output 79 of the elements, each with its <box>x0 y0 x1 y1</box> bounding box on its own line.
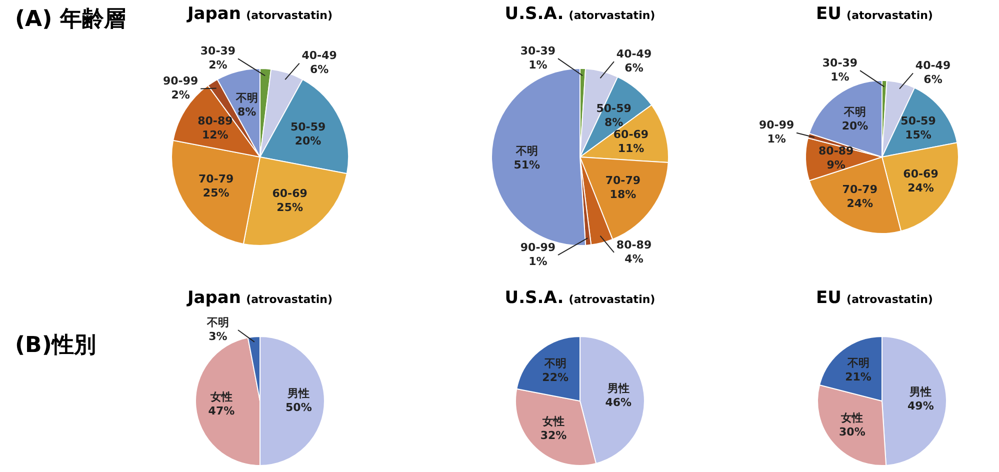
slice-label: 50-59 <box>290 120 326 134</box>
slice-label: 50-59 <box>900 114 936 128</box>
data-label: 1% <box>767 132 786 146</box>
slice-label: 不明 <box>543 357 566 370</box>
slice-label: 不明 <box>843 106 866 119</box>
chart-subtitle: (atrovastatin) <box>568 293 656 306</box>
data-label: 1% <box>528 58 548 72</box>
chart-subtitle: (atrovastatin) <box>246 293 333 306</box>
slice-label: 60-69 <box>613 128 649 142</box>
data-label: 30% <box>839 426 866 439</box>
data-label: 24% <box>908 181 934 194</box>
data-label: 11% <box>618 142 644 156</box>
slice-label: 30-39 <box>520 44 556 58</box>
data-label: 1% <box>830 70 850 84</box>
data-label: 50% <box>286 400 312 414</box>
chart-subtitle: (atrovastatin) <box>846 293 933 306</box>
slice-label: 40-49 <box>915 59 951 72</box>
data-label: 47% <box>208 404 235 418</box>
text: (A) 年齢層 <box>15 6 126 34</box>
data-label: 6% <box>624 61 644 74</box>
data-label: 24% <box>846 197 874 210</box>
data-label: 2% <box>208 58 228 72</box>
slice-label: 80-89 <box>616 238 652 252</box>
chart-title: EU <box>816 4 842 24</box>
data-label: 49% <box>908 400 934 413</box>
chart-title: EU <box>816 288 842 308</box>
data-label: 3% <box>208 330 228 343</box>
data-label: 20% <box>294 134 322 148</box>
data-label: 8% <box>237 105 256 118</box>
data-label: 4% <box>624 252 644 266</box>
slice-label: 不明 <box>234 91 258 104</box>
data-label: 12% <box>202 128 228 142</box>
chart-title: Japan <box>187 4 242 24</box>
data-label: 18% <box>610 188 636 202</box>
chart-title: U.S.A. <box>504 4 564 24</box>
data-label: 1% <box>528 254 548 268</box>
chart-subtitle: (atorvastatin) <box>846 9 933 22</box>
chart-subtitle: (atorvastatin) <box>568 9 656 22</box>
slice-label: 男性 <box>286 386 310 400</box>
data-label: 20% <box>842 120 868 133</box>
data-label: 46% <box>605 396 632 410</box>
slice-label: 男性 <box>908 386 932 399</box>
slice-label: 80-89 <box>198 114 233 128</box>
slice-label: 30-39 <box>822 56 858 70</box>
slice-label: 90-99 <box>520 240 556 254</box>
data-label: 51% <box>514 158 540 172</box>
text: (B)性別 <box>15 332 96 360</box>
data-label: 25% <box>202 186 230 200</box>
data-label: 32% <box>540 429 567 442</box>
slice-label: 不明 <box>846 356 870 370</box>
slice-label: 70-79 <box>605 174 641 188</box>
slice-label: 80-89 <box>818 144 854 158</box>
slice-label: 男性 <box>606 382 630 396</box>
slice-label: 90-99 <box>758 118 794 132</box>
slice-label: 30-39 <box>200 44 236 58</box>
chart-title: U.S.A. <box>504 288 564 308</box>
slice-label: 40-49 <box>616 47 652 60</box>
chart-title: Japan <box>187 288 242 308</box>
slice-label: 70-79 <box>842 183 878 196</box>
data-label: 8% <box>604 116 624 129</box>
data-label: 2% <box>171 88 190 102</box>
slice-label: 70-79 <box>198 172 234 186</box>
data-label: 6% <box>310 63 329 76</box>
slice-label: 女性 <box>840 412 864 425</box>
slice-label: 女性 <box>542 415 565 428</box>
slice-label: 90-99 <box>162 74 198 88</box>
chart-subtitle: (atorvastatin) <box>246 9 333 22</box>
data-label: 21% <box>845 370 872 384</box>
slice-label: 40-49 <box>302 49 337 62</box>
data-label: 6% <box>924 73 942 86</box>
slice-label: 不明 <box>514 144 538 158</box>
data-label: 22% <box>542 371 569 384</box>
slice-label: 60-69 <box>272 186 308 200</box>
data-label: 25% <box>276 200 304 214</box>
data-label: 9% <box>826 158 846 172</box>
slice-label: 60-69 <box>903 167 938 180</box>
data-label: 15% <box>905 128 932 142</box>
slice-label: 女性 <box>209 390 232 404</box>
slice-label: 不明 <box>206 316 229 329</box>
